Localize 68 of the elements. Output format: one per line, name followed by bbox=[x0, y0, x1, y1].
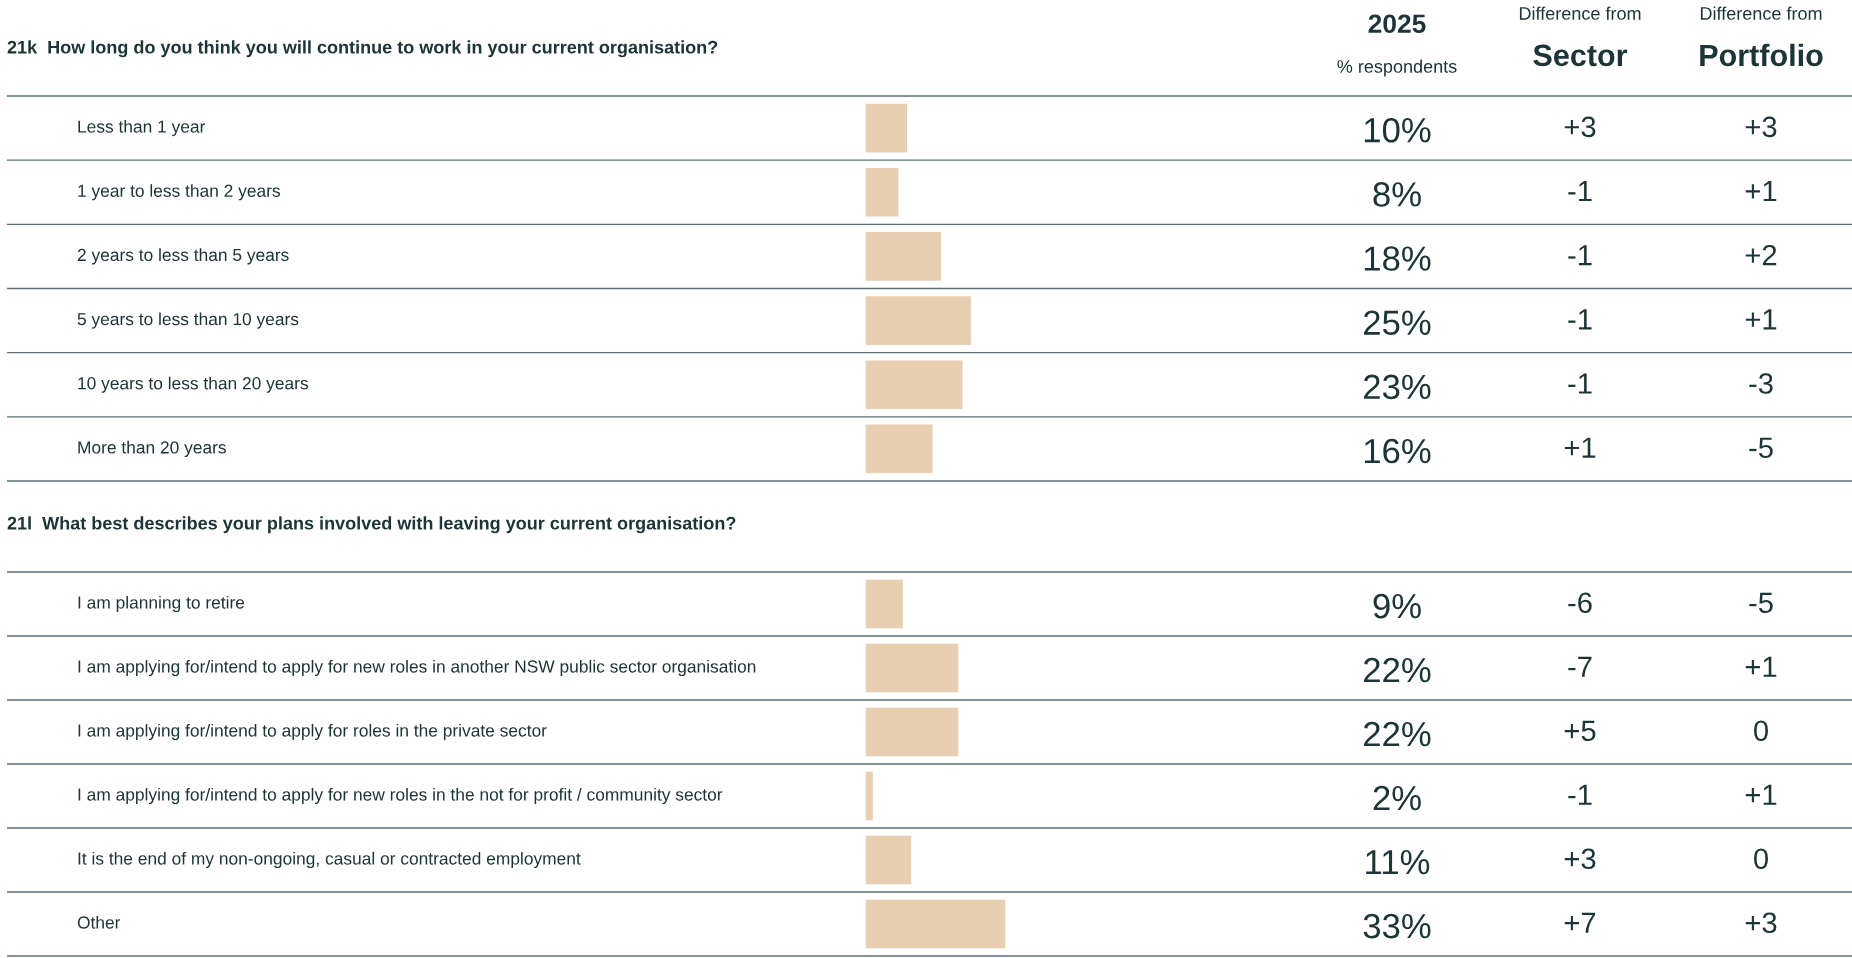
bar bbox=[865, 230, 943, 283]
y-tick-label: I am applying for/intend to apply for new roles in the not for profit / community sector bbox=[78, 787, 723, 805]
bar bbox=[865, 102, 909, 154]
text: -6 bbox=[1568, 592, 1592, 614]
data-label: 18% bbox=[1364, 246, 1431, 271]
bar bbox=[865, 898, 1007, 950]
bar bbox=[865, 834, 913, 886]
text: -1 bbox=[1568, 181, 1592, 202]
text: +7 bbox=[1564, 912, 1596, 933]
text: -5 bbox=[1749, 592, 1773, 614]
y-tick-label: 2 years to less than 5 years bbox=[77, 248, 289, 265]
text: -1 bbox=[1568, 309, 1592, 330]
bar bbox=[865, 706, 960, 758]
y-tick-label: Other bbox=[77, 915, 121, 929]
text: 0 bbox=[1754, 720, 1768, 742]
y-tick-label: I am planning to retire bbox=[78, 595, 245, 613]
text: +1 bbox=[1564, 437, 1596, 458]
text: +3 bbox=[1564, 116, 1596, 138]
text: +1 bbox=[1745, 181, 1777, 202]
text: +5 bbox=[1564, 720, 1596, 742]
data-label: 16% bbox=[1364, 438, 1431, 464]
text: -1 bbox=[1568, 373, 1592, 394]
bar bbox=[865, 642, 960, 694]
y-tick-label: 10 years to less than 20 years bbox=[78, 376, 308, 393]
y-tick-label: It is the end of my non-ongoing, casual or contracted employment bbox=[78, 851, 581, 869]
y-tick-label: More than 20 years bbox=[78, 440, 226, 458]
data-label: 11% bbox=[1366, 850, 1430, 875]
y-tick-label: I am applying for/intend to apply for roles in the private sector bbox=[78, 723, 547, 741]
text: 2025 bbox=[1368, 14, 1426, 34]
bar bbox=[865, 294, 973, 347]
text: -5 bbox=[1749, 437, 1773, 459]
text: +1 bbox=[1745, 309, 1777, 330]
text: Difference from bbox=[1519, 6, 1641, 20]
data-label: 22% bbox=[1364, 657, 1431, 683]
text: -1 bbox=[1568, 245, 1592, 266]
data-label: 25% bbox=[1364, 310, 1431, 336]
bar bbox=[865, 423, 935, 475]
text: Sector bbox=[1533, 44, 1628, 67]
bar bbox=[865, 166, 900, 218]
bar bbox=[865, 578, 905, 630]
y-tick-label: Less than 1 year bbox=[78, 119, 206, 137]
data-label: 22% bbox=[1364, 721, 1431, 747]
bar bbox=[865, 770, 875, 822]
data-label: 8% bbox=[1373, 182, 1421, 207]
bar bbox=[865, 359, 964, 411]
text: -3 bbox=[1749, 373, 1773, 394]
text: Difference from bbox=[1700, 6, 1822, 20]
data-label: 10% bbox=[1364, 117, 1431, 143]
data-label: 33% bbox=[1363, 913, 1431, 939]
text: 21k How long do you think you will continue to work in your current organisation? bbox=[7, 40, 718, 58]
y-tick-label: 5 years to less than 10 years bbox=[77, 312, 299, 329]
text: % respondents bbox=[1337, 59, 1457, 77]
data-label: 23% bbox=[1364, 374, 1431, 400]
text: 0 bbox=[1754, 848, 1768, 870]
data-label: 2% bbox=[1373, 785, 1421, 811]
text: -1 bbox=[1568, 784, 1592, 805]
text: +2 bbox=[1745, 244, 1777, 266]
y-tick-label: I am applying for/intend to apply for new roles in another NSW public sector organisation bbox=[78, 659, 756, 677]
text: +3 bbox=[1745, 912, 1777, 934]
data-label: 9% bbox=[1373, 593, 1421, 619]
text: +1 bbox=[1745, 784, 1777, 805]
text: -7 bbox=[1568, 656, 1592, 677]
text: +3 bbox=[1564, 848, 1596, 870]
text: Portfolio bbox=[1700, 43, 1823, 67]
text: +3 bbox=[1745, 116, 1777, 138]
text: +1 bbox=[1745, 656, 1777, 677]
text: 21l What best describes your plans involved with leaving your current organisation? bbox=[7, 516, 736, 534]
y-tick-label: 1 year to less than 2 years bbox=[78, 184, 280, 201]
